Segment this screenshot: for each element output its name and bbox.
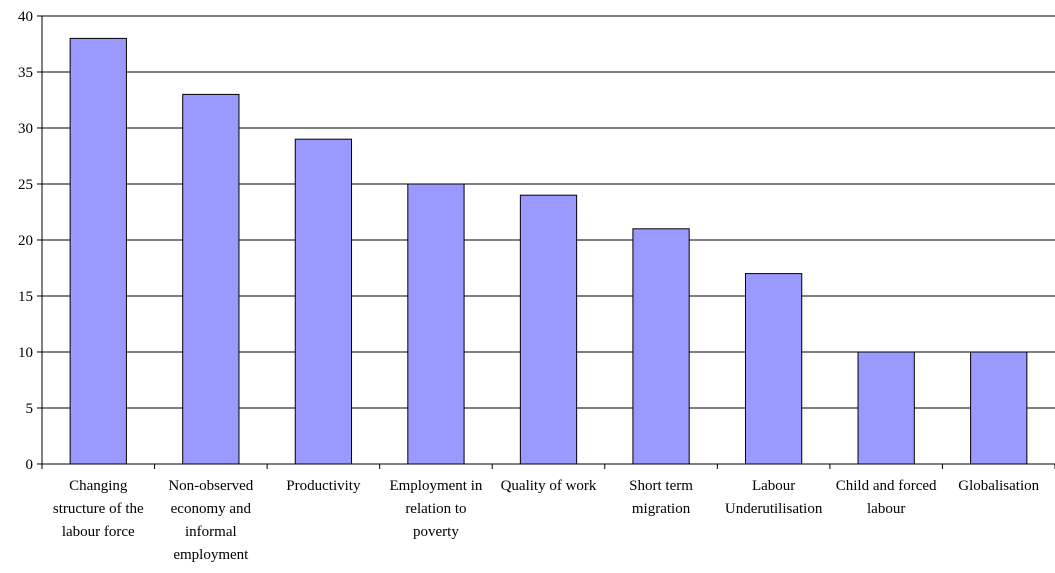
y-tick-label: 15	[18, 289, 33, 305]
x-category-label-line: Productivity	[286, 478, 361, 494]
bar	[407, 183, 465, 465]
x-category-label-line: Employment in	[389, 478, 482, 494]
x-category-label: Labour Underutilisation	[725, 478, 823, 517]
x-category-labels: Changing structure of the labour force Non-…	[53, 478, 1040, 563]
x-category-label-line: Changing	[69, 478, 128, 494]
bars	[69, 37, 1028, 465]
bar	[294, 138, 353, 465]
bar	[970, 351, 1028, 465]
x-category-label-line: informal	[185, 524, 237, 540]
y-tick-labels: 0 5 10 15 20 25 30 35 40	[18, 9, 33, 473]
x-category-label-line: employment	[173, 547, 249, 563]
y-tick-label: 25	[18, 177, 33, 193]
x-category-label-line: Underutilisation	[725, 501, 823, 517]
bar	[857, 351, 915, 465]
x-category-label: Employment in relation to poverty	[389, 478, 482, 540]
x-category-label: Short term migration	[629, 478, 693, 517]
axes	[37, 15, 1055, 469]
x-category-label-line: Quality of work	[501, 478, 597, 494]
y-tick-label: 20	[18, 233, 33, 249]
x-category-label-line: poverty	[413, 524, 459, 540]
x-category-label: Non-observed economy and informal employmen…	[168, 478, 253, 563]
x-category-label-line: Labour	[752, 478, 795, 494]
x-category-label-line: labour	[867, 501, 905, 517]
y-tick-label: 35	[18, 65, 33, 81]
y-tick-label: 40	[18, 9, 33, 25]
y-tick-label: 5	[26, 401, 34, 417]
bar	[69, 37, 127, 465]
x-category-label-line: Child and forced	[836, 478, 937, 494]
x-category-label-line: relation to	[405, 501, 466, 517]
x-category-label: Child and forced labour	[836, 478, 937, 517]
x-category-label-line: economy and	[171, 501, 252, 517]
y-tick-label: 30	[18, 121, 33, 137]
x-category-label-line: Non-observed	[168, 478, 253, 494]
x-category-label: Globalisation	[958, 478, 1039, 494]
y-tick-label: 10	[18, 345, 33, 361]
bar	[182, 93, 240, 465]
bar	[632, 228, 690, 465]
x-category-label-line: migration	[632, 501, 691, 517]
x-category-label: Quality of work	[501, 478, 597, 494]
bar	[519, 194, 578, 465]
x-category-label: Changing structure of the labour force	[53, 478, 144, 540]
x-category-label-line: Globalisation	[958, 478, 1039, 494]
x-category-label-line: Short term	[629, 478, 693, 494]
bar	[744, 273, 803, 465]
x-category-label-line: structure of the	[53, 501, 144, 517]
y-tick-label: 0	[26, 457, 34, 473]
x-category-label-line: labour force	[62, 524, 135, 540]
x-category-label: Productivity	[286, 478, 361, 494]
